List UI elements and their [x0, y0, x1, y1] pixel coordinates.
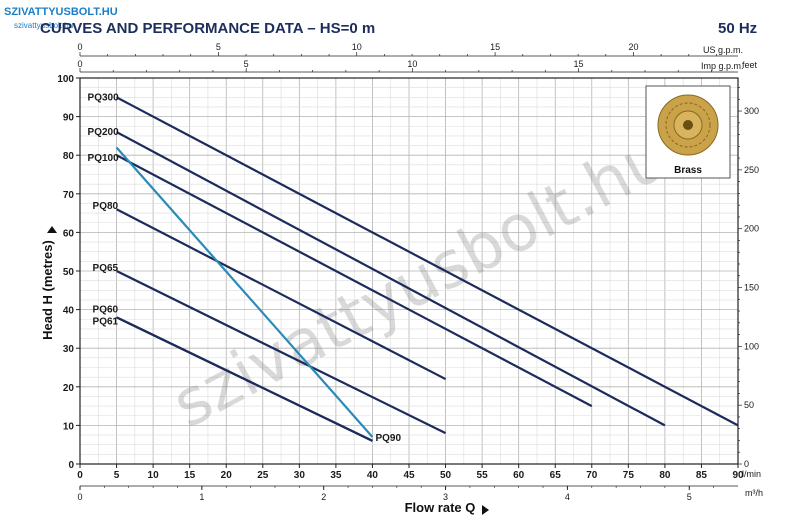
- series-lines: [115, 96, 739, 442]
- series-line-pq90: [115, 146, 374, 438]
- logo-subtext: szivattyusbolt.hu: [14, 21, 73, 30]
- x-tick-label: 15: [184, 470, 196, 481]
- series-line-pq61: [116, 316, 373, 442]
- bottom-axes: 0 5 10 15 20 25 30 35 40 45 50 55 60 65 70 75 80 85 90l/mi…: [77, 464, 763, 502]
- x-axis-arrow-icon: [482, 505, 489, 515]
- watermark: szivattyusbolt.hu: [161, 120, 680, 443]
- imp-gpm-tick-label: 15: [574, 59, 584, 69]
- frequency-label: 50 Hz: [718, 20, 757, 37]
- feet-tick-label: 50: [744, 400, 754, 410]
- imp-gpm-unit-label: Imp g.p.m.: [701, 61, 744, 71]
- inset-label: Brass: [674, 165, 702, 176]
- brand-logo: SZIVATTYUSBOLT.HU szivattyusbolt.hu: [2, 2, 118, 32]
- y-axis-arrow-icon: [47, 226, 57, 233]
- feet-tick-label: 250: [744, 165, 759, 175]
- x-tick-label: 45: [403, 470, 415, 481]
- top-secondary-axes: 0 5 10 15 20 0 5 10 15 US g.p.m. Imp g.p.m.: [77, 42, 744, 73]
- x-unit-label: l/min: [742, 469, 761, 479]
- series-label-pq60: PQ60: [93, 304, 119, 315]
- brass-impeller-icon: [657, 94, 719, 156]
- series-line-pq200: [116, 131, 666, 427]
- m3h-tick-label: 4: [565, 492, 570, 502]
- us-gpm-tick-label: 20: [628, 42, 638, 52]
- m3h-tick-label: 0: [77, 492, 82, 502]
- feet-tick-label: 150: [744, 283, 759, 293]
- x-tick-label: 70: [586, 470, 598, 481]
- series-label-pq100: PQ100: [88, 153, 120, 164]
- m3h-tick-label: 2: [321, 492, 326, 502]
- chart-title: CURVES AND PERFORMANCE DATA – HS=0 m: [40, 20, 375, 37]
- y-tick-label: 100: [57, 74, 74, 85]
- x-tick-label: 20: [221, 470, 233, 481]
- x-tick-label: 30: [294, 470, 306, 481]
- x-tick-label: 40: [367, 470, 379, 481]
- head-axis: 0 10 20 30 40 50 60 70 80 90 100: [57, 74, 80, 471]
- m3h-tick-label: 5: [687, 492, 692, 502]
- imp-gpm-tick-label: 0: [77, 59, 82, 69]
- series-line-pq300: [116, 96, 739, 427]
- series-label-pq65: PQ65: [93, 263, 119, 274]
- us-gpm-tick-label: 10: [352, 42, 362, 52]
- y-tick-label: 20: [63, 383, 75, 394]
- series-line-pq80: [116, 208, 447, 381]
- y-tick-label: 60: [63, 228, 75, 239]
- feet-axis: 0 50 100 150 200 250 300 feet: [738, 60, 759, 469]
- x-tick-label: 35: [330, 470, 342, 481]
- m3h-tick-label: 1: [199, 492, 204, 502]
- feet-tick-label: 0: [744, 459, 749, 469]
- imp-gpm-tick-label: 10: [407, 59, 417, 69]
- y-axis-title: Head H (metres): [40, 240, 55, 340]
- feet-tick-label: 300: [744, 106, 759, 116]
- x-tick-label: 80: [659, 470, 671, 481]
- feet-unit-label: feet: [742, 60, 758, 70]
- x-tick-label: 60: [513, 470, 525, 481]
- series-label-pq300: PQ300: [88, 92, 120, 103]
- y-tick-label: 50: [63, 267, 75, 278]
- y-tick-label: 30: [63, 344, 75, 355]
- x-tick-label: 10: [148, 470, 160, 481]
- series-label-pq61: PQ61: [93, 316, 119, 327]
- feet-tick-label: 200: [744, 224, 759, 234]
- y-tick-label: 80: [63, 151, 75, 162]
- x-tick-label: 0: [77, 470, 83, 481]
- y-tick-label: 40: [63, 306, 75, 317]
- m3h-tick-label: 3: [443, 492, 448, 502]
- y-tick-label: 10: [63, 421, 75, 432]
- imp-gpm-tick-label: 5: [244, 59, 249, 69]
- y-tick-label: 0: [68, 460, 74, 471]
- series-label-pq80: PQ80: [93, 201, 119, 212]
- x-tick-label: 85: [696, 470, 708, 481]
- us-gpm-tick-label: 15: [490, 42, 500, 52]
- feet-tick-label: 100: [744, 341, 759, 351]
- series-line-pq100: [116, 154, 593, 408]
- m3h-unit-label: m³/h: [745, 488, 763, 498]
- y-tick-label: 70: [63, 190, 75, 201]
- y-tick-label: 90: [63, 113, 75, 124]
- x-tick-label: 5: [114, 470, 120, 481]
- x-tick-label: 90: [732, 470, 744, 481]
- logo-text: SZIVATTYUSBOLT.HU: [4, 6, 118, 18]
- series-label-pq200: PQ200: [88, 127, 120, 138]
- series-label-pq90: PQ90: [375, 433, 401, 444]
- series-line-pq65: [116, 270, 447, 435]
- x-tick-label: 50: [440, 470, 452, 481]
- us-gpm-tick-label: 0: [77, 42, 82, 52]
- x-tick-label: 55: [477, 470, 489, 481]
- x-tick-label: 25: [257, 470, 269, 481]
- us-gpm-unit-label: US g.p.m.: [703, 45, 743, 55]
- x-axis-title: Flow rate Q: [405, 500, 476, 515]
- impeller-inset: Brass: [645, 85, 731, 179]
- x-tick-label: 75: [623, 470, 635, 481]
- us-gpm-tick-label: 5: [216, 42, 221, 52]
- x-tick-label: 65: [550, 470, 562, 481]
